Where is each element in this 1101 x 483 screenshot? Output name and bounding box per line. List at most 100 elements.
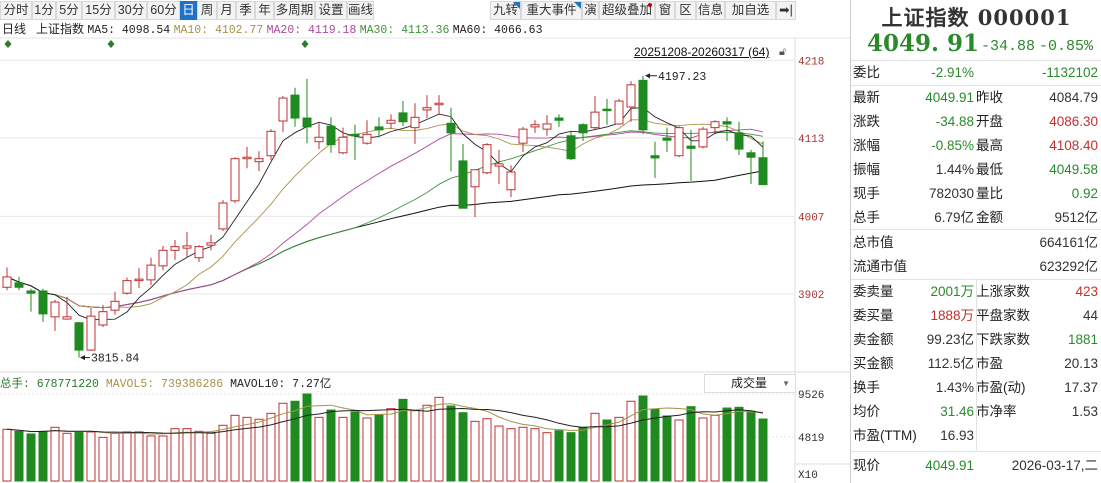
mavol5-value: MAVOL5: 739386286 [105, 378, 224, 391]
volume-bar [734, 406, 744, 482]
volume-bar [530, 428, 540, 482]
candle-body [278, 97, 288, 122]
candle-body [758, 157, 768, 186]
field-label: 市净率 [976, 404, 1017, 419]
quote-panel: 上证指数 000001 4049. 91 -34.88 -0.85% 委比 -2… [850, 0, 1101, 483]
divider [851, 229, 1101, 230]
candle-body [638, 79, 648, 131]
tool-button-0[interactable]: 九转 [490, 1, 521, 20]
tool-button-5[interactable]: 区 [675, 1, 696, 20]
volume-bar [266, 412, 276, 482]
volume-bar [170, 428, 180, 482]
candle-body [698, 128, 708, 148]
volume-bar [350, 411, 360, 482]
candle-body [182, 245, 192, 249]
candle-body [422, 107, 432, 111]
arrow-icon [645, 73, 650, 79]
volume-bar [494, 425, 504, 482]
period-button-6[interactable]: 日 [180, 1, 197, 20]
tool-button-label: 加自选 [731, 3, 770, 17]
tool-button-3[interactable]: 超级叠加 [599, 1, 655, 20]
tool-button-2[interactable]: 演 [582, 1, 599, 20]
kline-chart[interactable]: 4218 4113 4007 3902 4197.23 3815.84 9526 4819 X1… [0, 0, 850, 483]
ma30-line [6, 130, 764, 309]
period-button-10[interactable]: 年 [255, 1, 274, 20]
period-button-9[interactable]: 季 [236, 1, 255, 20]
tool-button-6[interactable]: 信息 [696, 1, 725, 20]
field-value: 0.92 [1071, 186, 1098, 201]
volume-tick-label: 4819 [798, 433, 824, 445]
candle-body [566, 135, 576, 160]
candle-body [494, 163, 504, 167]
ma60-value: MA60: 4066.63 [452, 24, 543, 37]
volume-bar [254, 418, 264, 482]
field-label: 委买量 [853, 308, 894, 323]
arrow-icon [80, 355, 85, 361]
field-label: 市盈 [976, 356, 1003, 371]
field-value: 1.53 [1071, 404, 1098, 419]
period-button-4[interactable]: 30分 [115, 1, 147, 20]
tool-button-label: 窗 [658, 3, 672, 17]
candle-body [386, 119, 396, 124]
period-button-8[interactable]: 月 [217, 1, 236, 20]
tool-button-label: ➡| [779, 3, 793, 17]
candle-body [2, 276, 12, 288]
divider [851, 451, 1101, 452]
event-marker-icon [301, 40, 309, 48]
volume-bar [434, 396, 444, 482]
ma10-value: MA10: 4102.77 [173, 24, 264, 37]
tool-button-1[interactable]: 重大事件 [521, 1, 582, 20]
period-button-12[interactable]: 设置 [315, 1, 347, 20]
candle-body [554, 117, 564, 121]
volume-bar [758, 418, 768, 482]
volume-bar [386, 408, 396, 482]
volume-bar [446, 405, 456, 482]
period-button-3[interactable]: 15分 [82, 1, 115, 20]
tool-button-8[interactable]: ➡| [776, 1, 796, 20]
index-name: 上证指数 [36, 22, 85, 36]
tool-button-label: 信息 [697, 3, 723, 17]
period-button-0[interactable]: 分时 [0, 1, 32, 20]
period-button-5[interactable]: 60分 [147, 1, 180, 20]
field-label: 量比 [976, 186, 1003, 201]
field-label: 流通市值 [853, 259, 907, 274]
field-value: 6.79亿 [934, 210, 974, 225]
candle-body [206, 242, 216, 246]
candle-body [626, 84, 636, 108]
volume-bar [710, 414, 720, 482]
period-button-11[interactable]: 多周期 [274, 1, 315, 20]
field-label: 最新 [853, 90, 880, 105]
period-button-2[interactable]: 5分 [56, 1, 82, 20]
volume-unit-label: X10 [798, 470, 818, 482]
corner-flag-icon [513, 2, 520, 9]
candle-body [266, 130, 276, 157]
indicator-select[interactable]: 成交量 ▼ [704, 374, 796, 393]
field-label: 上涨家数 [976, 284, 1030, 299]
volume-bar [290, 400, 300, 482]
volume-bar [410, 410, 420, 482]
field-value: 31.46 [940, 404, 974, 419]
period-button-13[interactable]: 画线 [347, 1, 374, 20]
field-value: 2001万 [930, 284, 974, 299]
tool-button-4[interactable]: 窗 [655, 1, 675, 20]
mavol10-line [6, 407, 764, 434]
date-range-label[interactable]: 20251208-20260317 (64) [634, 45, 770, 59]
lock-icon[interactable]: 🔓︎ [779, 46, 787, 58]
last-price: 4049. 91 [867, 30, 980, 57]
candle-body [686, 145, 696, 149]
candle-body [650, 155, 660, 159]
quote-row: 委买量 1888万 平盘家数 44 [851, 304, 1101, 328]
event-marker-icon [4, 40, 12, 48]
field-value: 623292亿 [1039, 259, 1098, 274]
candle-body [254, 158, 264, 163]
period-button-1[interactable]: 1分 [32, 1, 56, 20]
field-label: 最高 [976, 138, 1003, 153]
volume-bar [242, 416, 252, 482]
volume-bar [590, 412, 600, 482]
field-label: 市盈(动) [976, 380, 1026, 395]
tool-button-7[interactable]: 加自选 [725, 1, 776, 20]
period-button-7[interactable]: 周 [197, 1, 217, 20]
volume-bar [674, 419, 684, 482]
field-label: 均价 [853, 404, 880, 419]
field-value: 1.44% [935, 162, 974, 177]
